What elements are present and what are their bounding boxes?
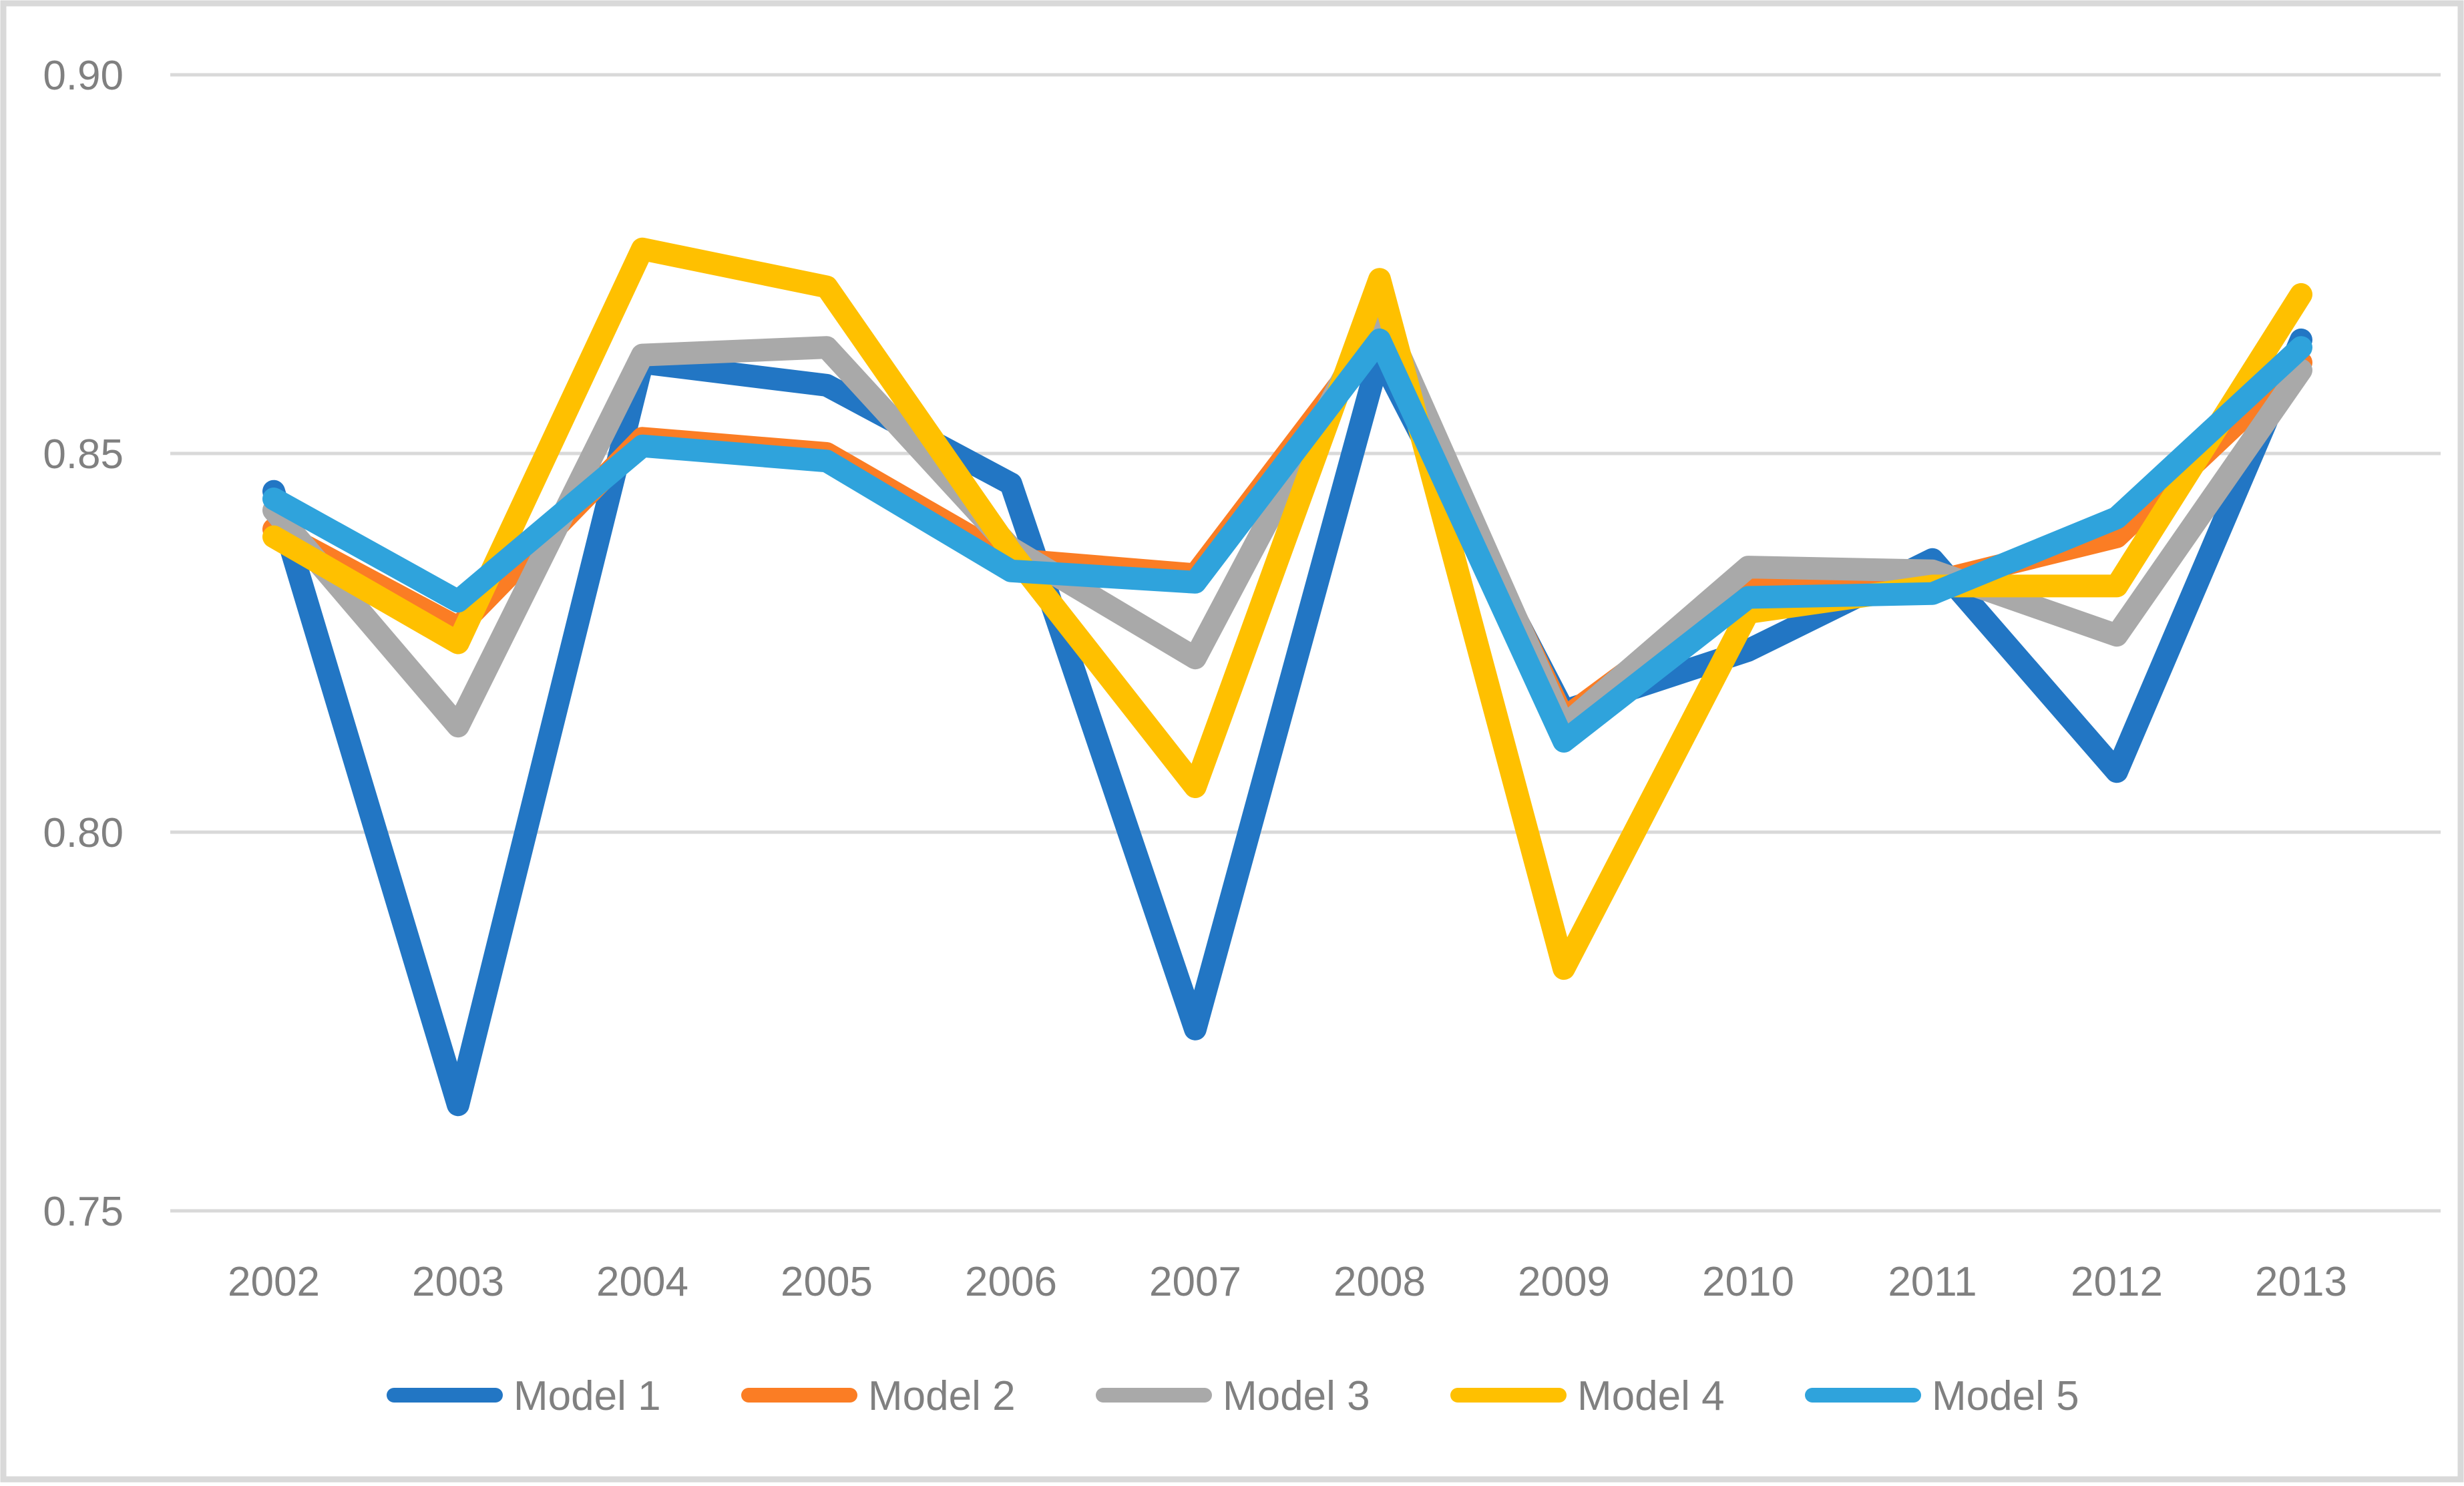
legend-label-model-5: Model 5 — [1932, 1373, 2079, 1419]
legend-swatch-model-2 — [741, 1388, 857, 1403]
x-axis-tick-label-2006: 2006 — [965, 1259, 1057, 1305]
x-axis-tick-label-2012: 2012 — [2071, 1259, 2163, 1305]
x-axis-tick-label-2004: 2004 — [596, 1259, 688, 1305]
y-axis-tick-label: 0.90 — [43, 53, 124, 99]
legend-label-model-2: Model 2 — [868, 1373, 1016, 1419]
x-axis-tick-label-2008: 2008 — [1333, 1259, 1426, 1305]
x-axis-tick-label-2010: 2010 — [1702, 1259, 1794, 1305]
x-axis-tick-label-2002: 2002 — [228, 1259, 320, 1305]
y-axis-tick-label: 0.75 — [43, 1189, 124, 1235]
x-axis-tick-label-2009: 2009 — [1518, 1259, 1610, 1305]
legend-swatch-model-5 — [1805, 1388, 1921, 1403]
legend-swatch-model-1 — [387, 1388, 503, 1403]
legend-label-model-1: Model 1 — [514, 1373, 661, 1419]
series-line-model-5 — [262, 328, 2312, 753]
legend-label-model-4: Model 4 — [1577, 1373, 1725, 1419]
legend-swatch-model-3 — [1096, 1388, 1212, 1403]
x-axis-tick-label-2013: 2013 — [2255, 1259, 2347, 1305]
x-axis-tick-label-2007: 2007 — [1149, 1259, 1241, 1305]
x-axis-tick-label-2005: 2005 — [781, 1259, 873, 1305]
y-axis-tick-label: 0.80 — [43, 810, 124, 856]
legend-label-model-3: Model 3 — [1223, 1373, 1370, 1419]
legend-swatch-model-4 — [1450, 1388, 1567, 1403]
y-axis-tick-label: 0.85 — [43, 431, 124, 478]
x-axis-tick-label-2011: 2011 — [1888, 1259, 1977, 1305]
x-axis-tick-label-2003: 2003 — [412, 1259, 504, 1305]
